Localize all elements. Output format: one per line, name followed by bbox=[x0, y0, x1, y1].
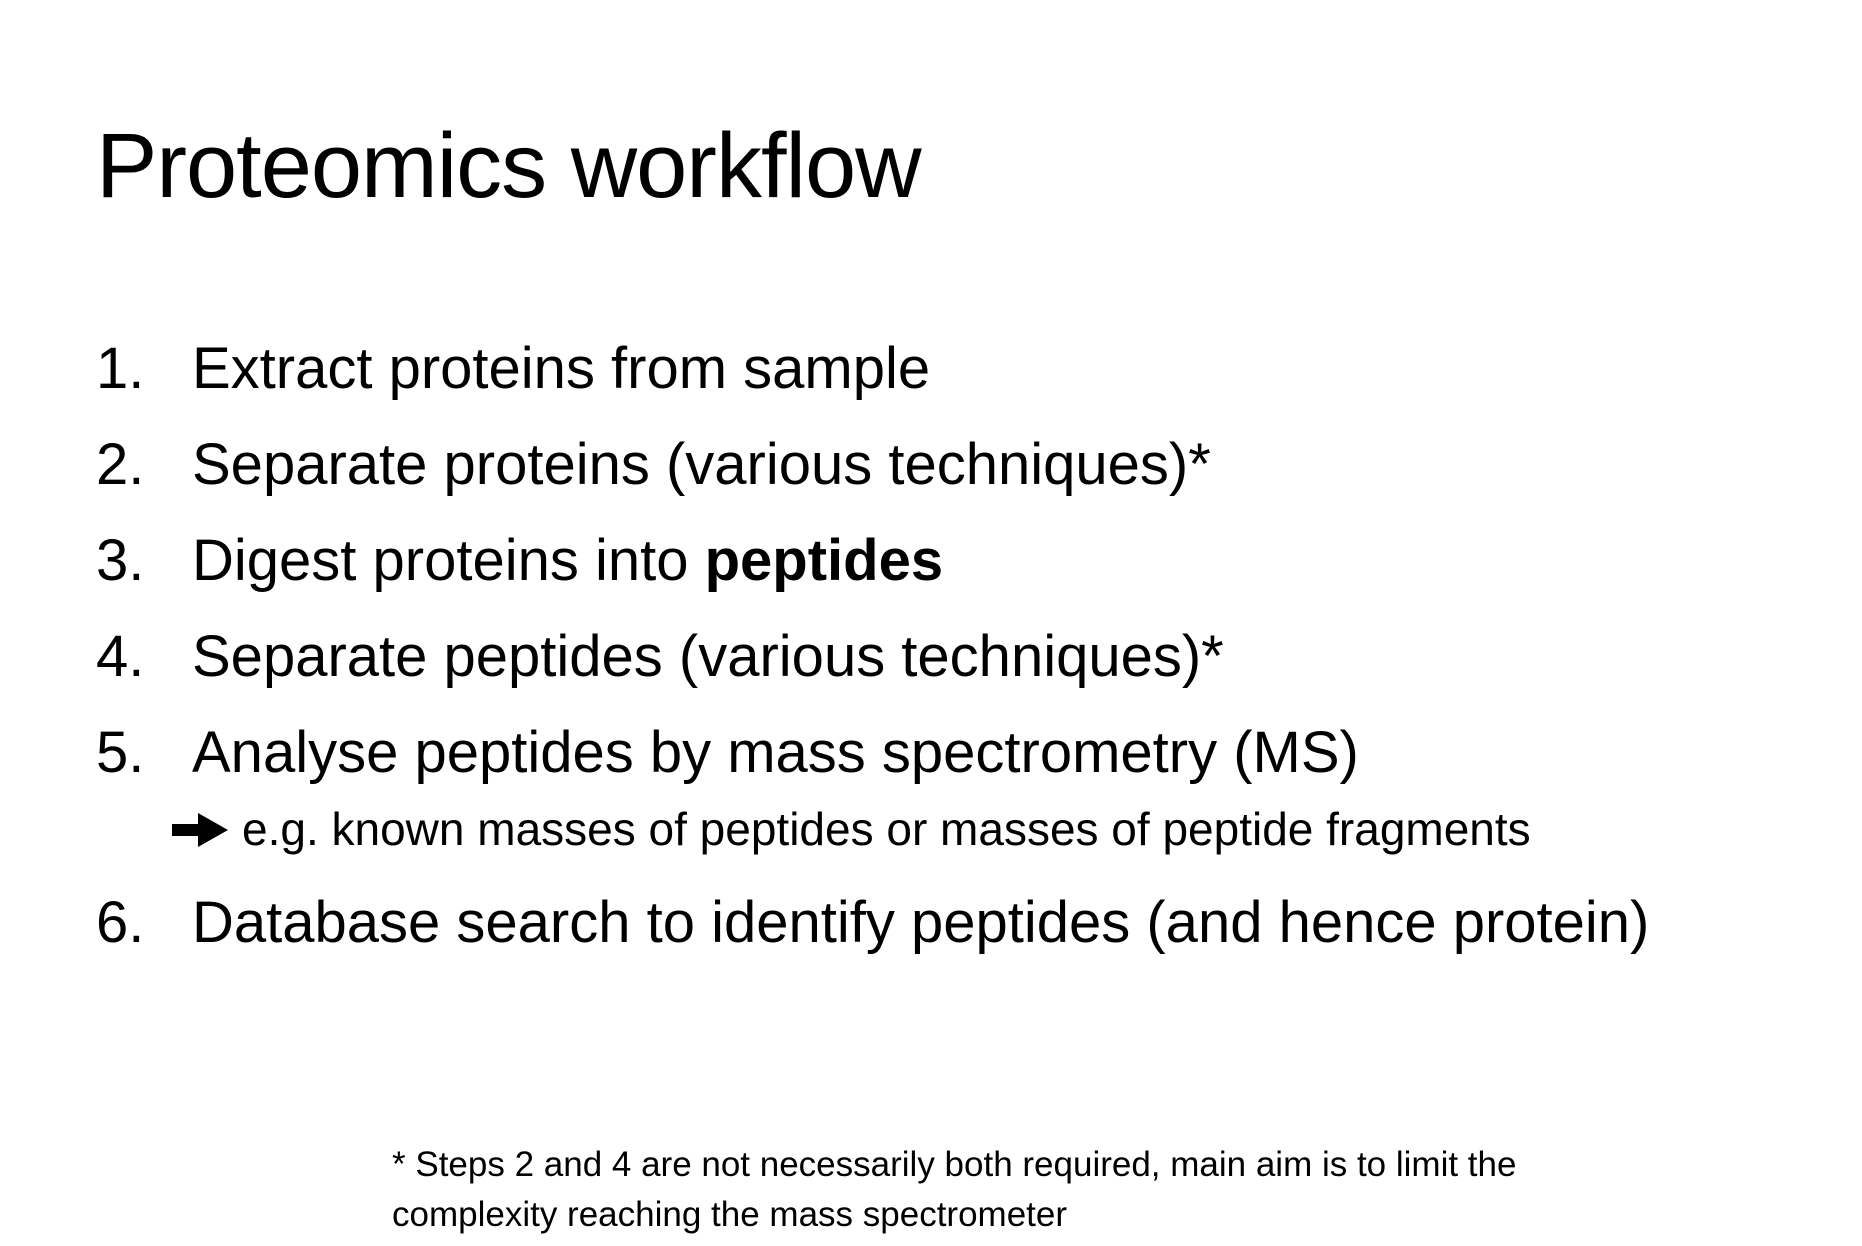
slide-title: Proteomics workflow bbox=[96, 115, 922, 217]
step-text: Separate peptides (various techniques)* bbox=[192, 624, 1224, 689]
workflow-step-1: 1. Extract proteins from sample bbox=[96, 340, 930, 398]
step-number: 6. bbox=[96, 890, 145, 955]
step-number: 2. bbox=[96, 432, 145, 497]
footnote-line-1: * Steps 2 and 4 are not necessarily both… bbox=[392, 1145, 1517, 1184]
step-text: Separate proteins (various techniques)* bbox=[192, 432, 1211, 497]
step-number: 4. bbox=[96, 624, 145, 689]
step-number: 1. bbox=[96, 336, 145, 401]
workflow-step-5: 5. Analyse peptides by mass spectrometry … bbox=[96, 724, 1359, 782]
arrow-right-icon bbox=[172, 813, 228, 847]
workflow-step-4: 4. Separate peptides (various techniques)… bbox=[96, 628, 1224, 686]
workflow-step-3: 3. Digest proteins into peptides bbox=[96, 532, 943, 590]
step-number: 5. bbox=[96, 720, 145, 785]
step-number: 3. bbox=[96, 528, 145, 593]
footnote: * Steps 2 and 4 are not necessarily both… bbox=[392, 1140, 1712, 1240]
step-text: Database search to identify peptides (an… bbox=[192, 890, 1650, 955]
step-text: Extract proteins from sample bbox=[192, 336, 931, 401]
step-5-note: e.g. known masses of peptides or masses … bbox=[172, 806, 1531, 852]
step-text: Analyse peptides by mass spectrometry (M… bbox=[192, 720, 1359, 785]
step-text: Digest proteins into bbox=[192, 528, 705, 593]
workflow-step-2: 2. Separate proteins (various techniques)… bbox=[96, 436, 1211, 494]
step-5-note-text: e.g. known masses of peptides or masses … bbox=[242, 803, 1531, 855]
workflow-step-6: 6. Database search to identify peptides (… bbox=[96, 894, 1649, 952]
step-emphasis: peptides bbox=[704, 528, 944, 593]
footnote-line-2: complexity reaching the mass spectromete… bbox=[392, 1195, 1067, 1234]
